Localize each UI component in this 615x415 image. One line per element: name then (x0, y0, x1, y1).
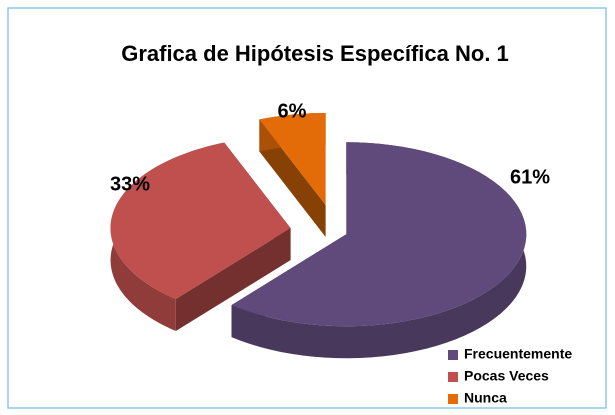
legend-swatch (448, 372, 458, 382)
slice (110, 142, 291, 300)
legend-label: Nunca (464, 390, 507, 406)
slice-wall (175, 228, 291, 332)
legend-label: Frecuentemente (464, 346, 572, 362)
slice-side (231, 142, 527, 359)
data-label: 33% (110, 173, 150, 195)
slice (259, 112, 326, 205)
data-label: 61% (510, 166, 550, 188)
slice-wall (259, 119, 326, 237)
legend-label: Pocas Veces (464, 368, 549, 384)
legend-swatch (448, 350, 458, 360)
data-label: 6% (278, 100, 307, 122)
slice (231, 142, 527, 327)
chart-title: Grafica de Hipótesis Específica No. 1 (121, 41, 509, 66)
legend-swatch (448, 394, 458, 404)
